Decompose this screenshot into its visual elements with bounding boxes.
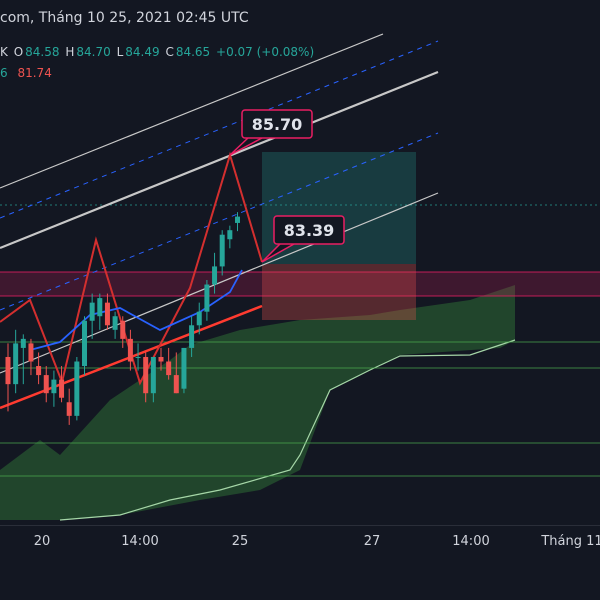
- ohlc-change-value: +0.07 (+0.08%): [216, 45, 315, 59]
- candle-body-9: [74, 361, 80, 416]
- channel-dash-upper: [0, 40, 439, 219]
- ohlc-close-value: 84.65: [175, 45, 211, 59]
- time-axis[interactable]: 20 14:00 25 27 14:00 Tháng 11: [0, 525, 600, 566]
- candle-body-16: [127, 338, 133, 362]
- candle-body-19: [150, 356, 156, 394]
- candle-body-8: [66, 402, 72, 416]
- ohlc-high-label: H: [65, 45, 75, 59]
- candle-body-13: [104, 302, 110, 326]
- channel-lower: [0, 192, 439, 374]
- callout-low-text: 83.39: [284, 221, 335, 240]
- ohlc-open-value: 84.58: [25, 45, 60, 59]
- x-tick-3: 27: [363, 534, 381, 549]
- channel-middle: [0, 70, 439, 250]
- callout-low-pointer: [261, 243, 295, 263]
- candle-body-27: [212, 266, 218, 285]
- candle-body-29: [227, 230, 233, 240]
- candle-body-17: [135, 356, 141, 358]
- indicator-fragment: 6: [0, 66, 8, 80]
- candle-body-18: [143, 356, 149, 394]
- candle-body-28: [219, 234, 225, 267]
- ohlc-high-value: 84.70: [76, 45, 111, 59]
- ohlc-open-label: O: [13, 45, 24, 59]
- x-tick-5: Tháng 11: [541, 534, 600, 549]
- ohlc-k-label: K: [0, 45, 8, 59]
- candle-body-23: [181, 347, 187, 389]
- stop-zone: [262, 264, 416, 320]
- callout-low-box: [273, 215, 345, 245]
- candle-body-7: [59, 379, 65, 398]
- ohlc-close-label: C: [165, 45, 174, 59]
- callout-low: 83.39: [261, 215, 345, 263]
- candle-body-21: [166, 361, 172, 376]
- x-tick-2: 25: [231, 534, 249, 549]
- candle-body-24: [189, 325, 195, 348]
- x-tick-4: 14:00: [452, 534, 490, 549]
- candle-body-6: [51, 379, 57, 394]
- ohlc-legend: K O 84.58 H 84.70 L 84.49 C 84.65 +0.07 (+0.…: [0, 45, 316, 59]
- candle-body-15: [120, 320, 126, 339]
- x-tick-1: 14:00: [121, 534, 159, 549]
- candle-body-12: [97, 298, 103, 317]
- candle-body-2: [20, 338, 26, 348]
- zigzag-line: [0, 151, 263, 386]
- candle-body-26: [204, 284, 210, 312]
- candle-body-25: [196, 311, 202, 326]
- candle-body-30: [235, 216, 240, 223]
- candle-body-20: [158, 356, 164, 362]
- candle-body-0: [5, 356, 11, 385]
- callout-high-box: [241, 109, 313, 139]
- channel-upper: [0, 33, 384, 189]
- moving-average-line: [29, 269, 243, 351]
- candle-body-5: [43, 375, 49, 394]
- cloud-edge-line: [59, 339, 516, 521]
- candle-body-14: [112, 316, 118, 330]
- candle-body-10: [82, 320, 87, 367]
- resistance-band: [0, 272, 600, 296]
- candle-body-3: [28, 343, 34, 362]
- x-tick-0: 20: [33, 534, 51, 549]
- candles: [5, 212, 240, 425]
- callout-high-pointer: [229, 137, 263, 156]
- candle-body-4: [36, 366, 42, 376]
- callout-high-text: 85.70: [252, 115, 303, 134]
- indicator-legend: 6 81.74: [0, 66, 52, 80]
- indicator-value: 81.74: [17, 66, 52, 80]
- ohlc-low-value: 84.49: [125, 45, 160, 59]
- ohlc-low-label: L: [116, 45, 124, 59]
- header-title: com, Tháng 10 25, 2021 02:45 UTC: [0, 10, 249, 26]
- callout-high: 85.70: [229, 109, 313, 156]
- channel-dash-lower: [0, 132, 439, 311]
- symbol-header: com, Tháng 10 25, 2021 02:45 UTC: [0, 10, 249, 26]
- candle-body-1: [13, 343, 19, 385]
- cloud-area: [0, 285, 515, 520]
- candle-body-22: [173, 375, 179, 394]
- candle-body-11: [89, 302, 95, 321]
